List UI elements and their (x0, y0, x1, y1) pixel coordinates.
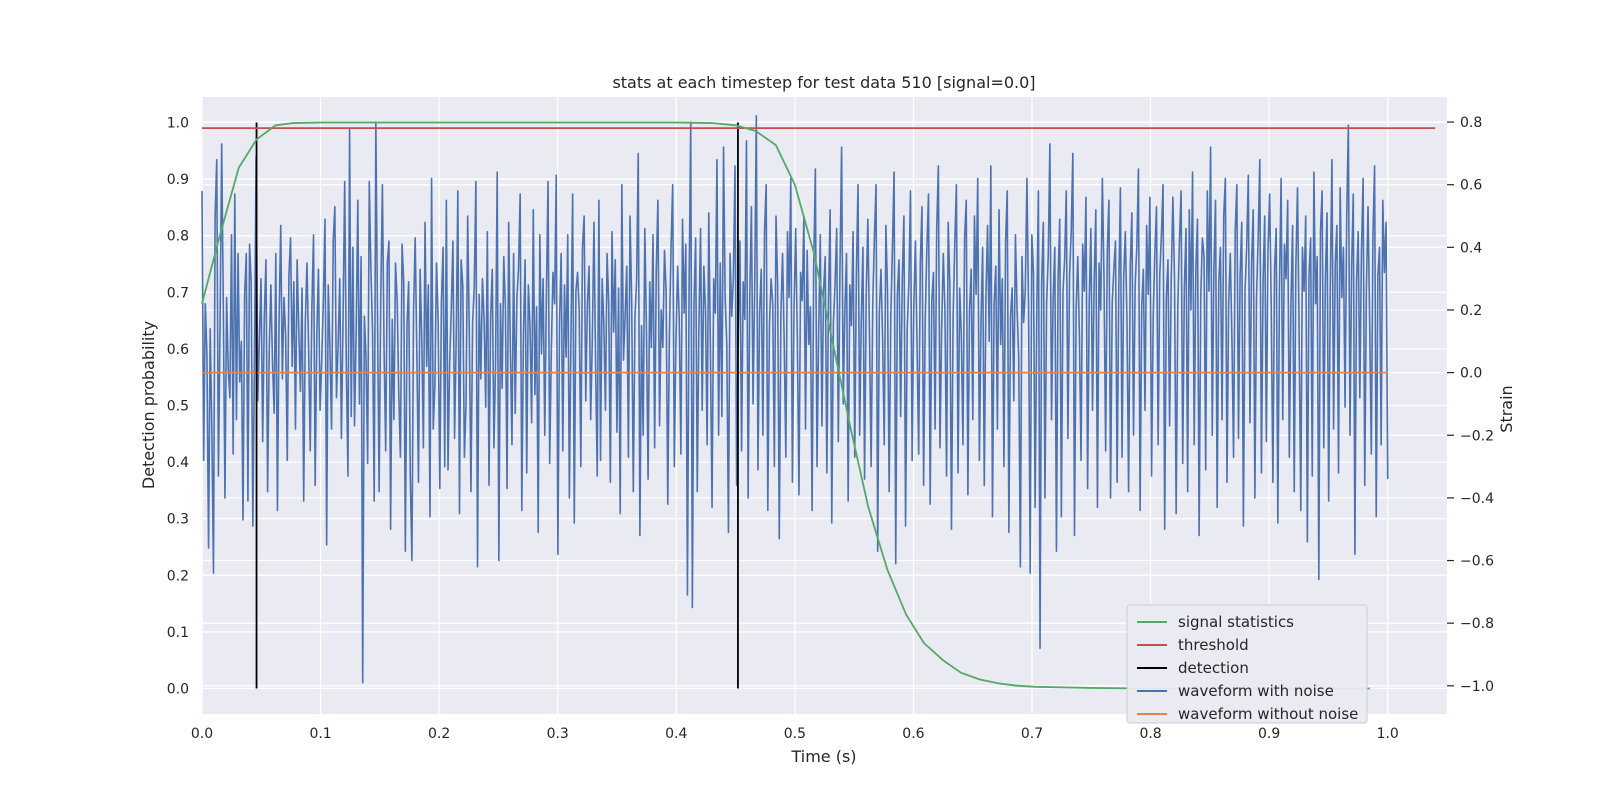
x-axis-label: Time (s) (790, 747, 856, 766)
y-tick-label-left: 0.5 (167, 399, 189, 415)
legend-label: detection (1178, 659, 1249, 677)
y-tick-label-left: 1.0 (167, 115, 189, 131)
legend-label: threshold (1178, 636, 1249, 654)
legend-label: waveform with noise (1178, 682, 1334, 700)
x-tick-label: 0.1 (309, 726, 331, 742)
x-tick-label: 0.0 (191, 726, 213, 742)
series-layer (201, 114, 1436, 690)
y-tick-label-right: 0.2 (1460, 303, 1482, 319)
x-tick-label: 0.3 (547, 726, 569, 742)
y-tick-label-right: −0.2 (1460, 428, 1494, 444)
tick-layer: 0.0 0.1 0.2 0.3 0.4 0.5 0.6 0.7 0.8 0.9 1.0 0.0 0.1 0… (167, 115, 1494, 742)
y-tick-label-left: 0.0 (167, 682, 189, 698)
x-tick-label: 0.4 (665, 726, 687, 742)
legend-frame (1126, 604, 1368, 724)
chart-title: stats at each timestep for test data 510… (612, 73, 1035, 92)
y-tick-label-right: −0.4 (1460, 491, 1494, 507)
y-tick-label-right: −0.6 (1460, 554, 1494, 570)
legend-label: waveform without noise (1178, 705, 1358, 723)
y-tick-label-right: −1.0 (1460, 679, 1494, 695)
series-signal-statistics (201, 121, 1370, 690)
y-tick-label-left: 0.9 (167, 172, 189, 188)
y-tick-label-right: 0.0 (1460, 366, 1482, 382)
y-tick-label-left: 0.3 (167, 512, 189, 528)
y-axis-label-left: Detection probability (139, 321, 158, 489)
y-tick-label-left: 0.7 (167, 285, 189, 301)
legend: signal statistics threshold detection wavef… (1126, 604, 1368, 724)
x-tick-label: 1.0 (1377, 726, 1399, 742)
y-tick-label-left: 0.4 (167, 455, 189, 471)
x-tick-label: 0.5 (784, 726, 806, 742)
x-tick-label: 0.6 (902, 726, 924, 742)
y-tick-label-left: 0.8 (167, 229, 189, 245)
x-tick-label: 0.9 (1258, 726, 1280, 742)
x-tick-label: 0.8 (1139, 726, 1161, 742)
x-tick-label: 0.2 (428, 726, 450, 742)
y-tick-label-right: 0.4 (1460, 240, 1482, 256)
series-waveform-with-noise (201, 114, 1389, 684)
y-tick-label-right: 0.6 (1460, 178, 1482, 194)
x-tick-label: 0.7 (1021, 726, 1043, 742)
y-tick-label-left: 0.6 (167, 342, 189, 358)
y-tick-label-left: 0.1 (167, 625, 189, 641)
y-tick-label-right: −0.8 (1460, 616, 1494, 632)
y-axis-label-right: Strain (1497, 385, 1516, 432)
legend-label: signal statistics (1178, 613, 1294, 631)
y-tick-label-right: 0.8 (1460, 115, 1482, 131)
y-tick-label-left: 0.2 (167, 568, 189, 584)
